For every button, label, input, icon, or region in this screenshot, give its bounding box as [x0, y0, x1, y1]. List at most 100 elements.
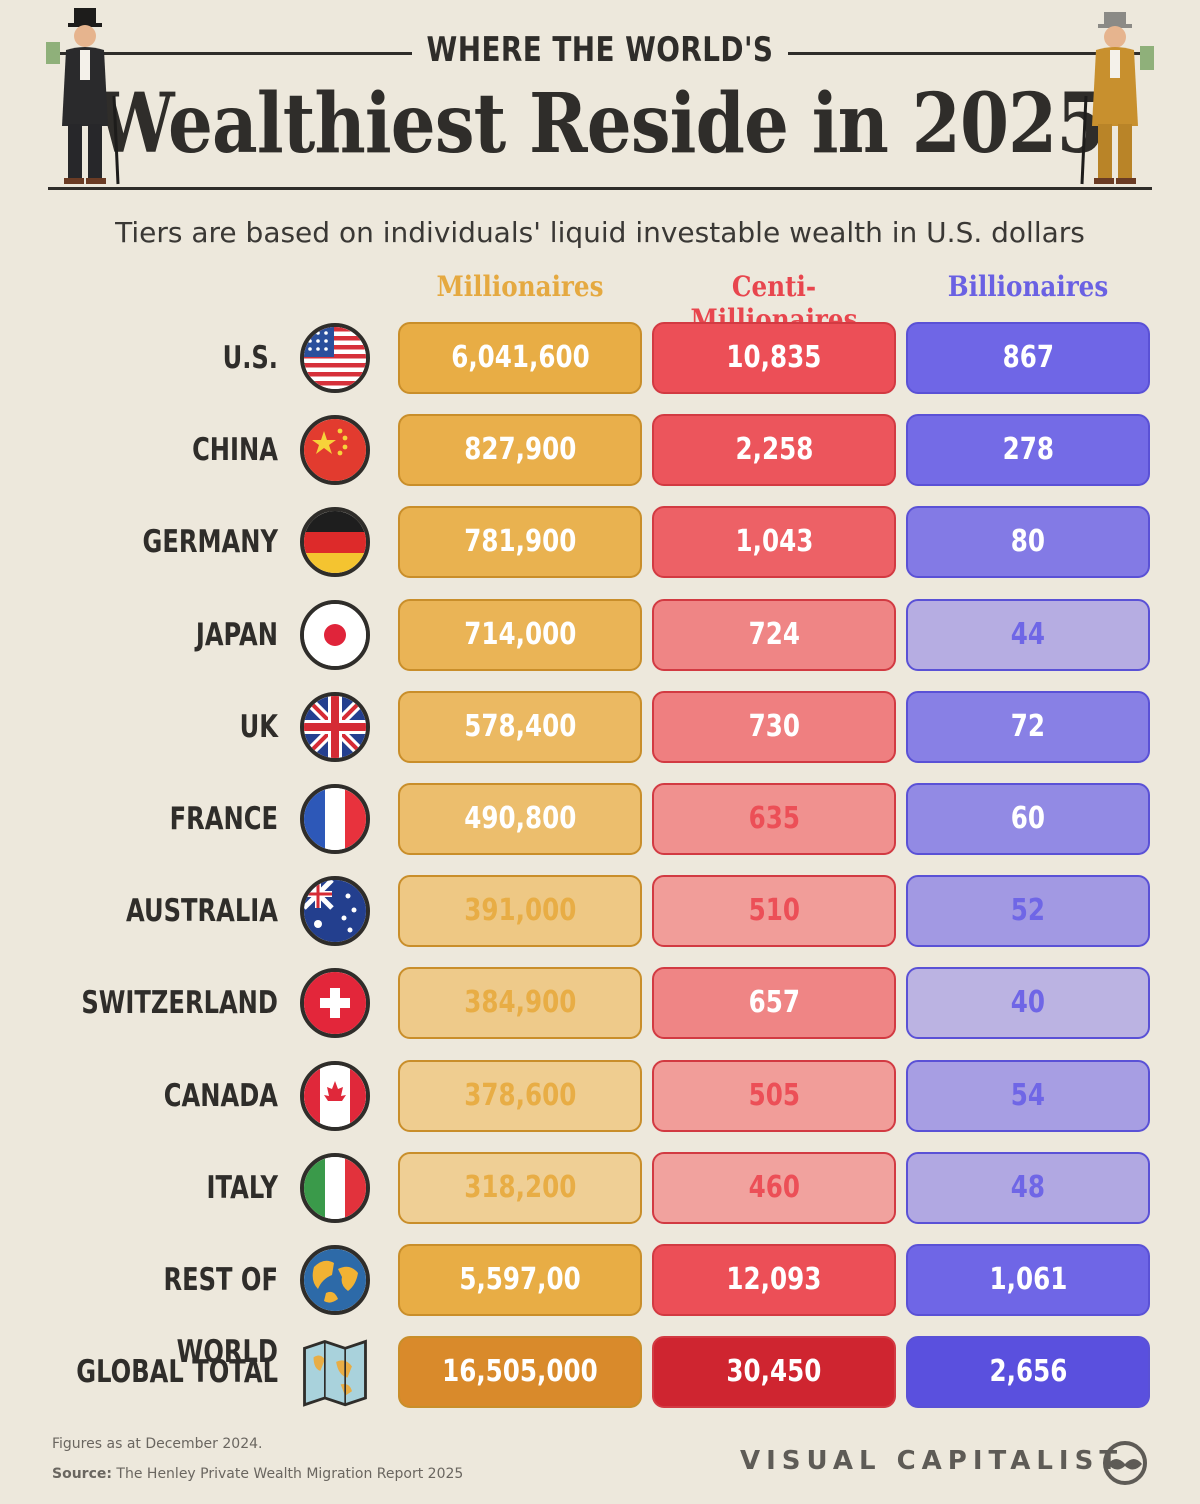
- value-cell-global-total-billionaires: 2,656: [906, 1336, 1150, 1408]
- value-text: 827,900: [463, 432, 577, 467]
- china-flag-icon: [300, 415, 370, 485]
- value-text: 384,900: [463, 985, 577, 1020]
- switzerland-flag-icon: [300, 968, 370, 1038]
- value-cell-france-millionaires: 490,800: [398, 783, 642, 855]
- country-label-japan: JAPAN: [195, 617, 278, 653]
- italy-flag-icon: [300, 1153, 370, 1223]
- value-text: 6,041,600: [450, 340, 590, 375]
- value-cell-japan-billionaires: 44: [906, 599, 1150, 671]
- value-cell-rest-of-world-millionaires: 5,597,00: [398, 1244, 642, 1316]
- value-cell-canada-centi-millionaires: 505: [652, 1060, 896, 1132]
- value-cell-canada-millionaires: 378,600: [398, 1060, 642, 1132]
- source-text: The Henley Private Wealth Migration Repo…: [116, 1466, 464, 1482]
- value-text: 391,000: [463, 893, 577, 928]
- brand-wordmark: VISUAL CAPITALIST: [740, 1446, 1124, 1476]
- footnote: Figures as at December 2024.: [52, 1436, 263, 1452]
- value-cell-australia-centi-millionaires: 510: [652, 875, 896, 947]
- value-cell-italy-millionaires: 318,200: [398, 1152, 642, 1224]
- value-text: 635: [748, 801, 800, 836]
- map-icon: [300, 1337, 370, 1407]
- country-label-china: CHINA: [192, 432, 278, 468]
- value-cell-china-centi-millionaires: 2,258: [652, 414, 896, 486]
- country-label-switzerland: SWITZERLAND: [81, 985, 278, 1021]
- value-cell-switzerland-centi-millionaires: 657: [652, 967, 896, 1039]
- country-label-rest-of-world: REST OF WORLD: [163, 1262, 278, 1370]
- source-line: Source: The Henley Private Wealth Migrat…: [52, 1466, 463, 1482]
- value-text: 578,400: [463, 709, 577, 744]
- value-text: 12,093: [726, 1262, 822, 1297]
- value-cell-uk-billionaires: 72: [906, 691, 1150, 763]
- value-cell-japan-millionaires: 714,000: [398, 599, 642, 671]
- value-text: 657: [748, 985, 800, 1020]
- france-flag-icon: [300, 784, 370, 854]
- country-label-germany: GERMANY: [142, 524, 278, 560]
- value-text: 54: [1010, 1078, 1046, 1113]
- country-label-italy: ITALY: [206, 1170, 278, 1206]
- value-text: 16,505,000: [442, 1354, 598, 1389]
- page-title: Wealthiest Reside in 2025: [95, 76, 1105, 172]
- value-cell-u-s-millionaires: 6,041,600: [398, 322, 642, 394]
- value-cell-france-centi-millionaires: 635: [652, 783, 896, 855]
- value-cell-rest-of-world-centi-millionaires: 12,093: [652, 1244, 896, 1316]
- value-cell-australia-millionaires: 391,000: [398, 875, 642, 947]
- value-cell-italy-centi-millionaires: 460: [652, 1152, 896, 1224]
- value-text: 1,061: [989, 1262, 1067, 1297]
- value-text: 5,597,00: [459, 1262, 581, 1297]
- value-text: 867: [1002, 340, 1054, 375]
- value-cell-switzerland-millionaires: 384,900: [398, 967, 642, 1039]
- value-cell-rest-of-world-billionaires: 1,061: [906, 1244, 1150, 1316]
- value-text: 44: [1010, 617, 1046, 652]
- country-label-australia: AUSTRALIA: [126, 893, 279, 929]
- title-underline: [48, 187, 1152, 190]
- value-text: 730: [748, 709, 800, 744]
- value-cell-germany-centi-millionaires: 1,043: [652, 506, 896, 578]
- country-label-global-total: GLOBAL TOTAL: [76, 1354, 278, 1390]
- subtitle: Tiers are based on individuals' liquid i…: [115, 216, 1085, 249]
- value-text: 318,200: [463, 1170, 577, 1205]
- value-cell-u-s-centi-millionaires: 10,835: [652, 322, 896, 394]
- globe-icon: [300, 1245, 370, 1315]
- australia-flag-icon: [300, 876, 370, 946]
- germany-flag-icon: [300, 507, 370, 577]
- supertitle: WHERE THE WORLD'S: [426, 30, 774, 70]
- value-cell-global-total-millionaires: 16,505,000: [398, 1336, 642, 1408]
- column-header-millionaires: Millionaires: [436, 270, 604, 303]
- value-cell-japan-centi-millionaires: 724: [652, 599, 896, 671]
- country-label-canada: CANADA: [163, 1078, 278, 1114]
- value-text: 2,656: [989, 1354, 1067, 1389]
- value-cell-china-billionaires: 278: [906, 414, 1150, 486]
- value-cell-germany-billionaires: 80: [906, 506, 1150, 578]
- value-cell-france-billionaires: 60: [906, 783, 1150, 855]
- value-text: 80: [1010, 524, 1046, 559]
- value-text: 510: [748, 893, 800, 928]
- value-cell-italy-billionaires: 48: [906, 1152, 1150, 1224]
- value-cell-canada-billionaires: 54: [906, 1060, 1150, 1132]
- value-cell-australia-billionaires: 52: [906, 875, 1150, 947]
- visual-capitalist-logo-icon: [1103, 1441, 1147, 1485]
- value-text: 490,800: [463, 801, 577, 836]
- country-label-u-s: U.S.: [222, 340, 278, 376]
- value-cell-uk-centi-millionaires: 730: [652, 691, 896, 763]
- value-cell-u-s-billionaires: 867: [906, 322, 1150, 394]
- country-label-france: FRANCE: [169, 801, 278, 837]
- value-cell-germany-millionaires: 781,900: [398, 506, 642, 578]
- value-cell-china-millionaires: 827,900: [398, 414, 642, 486]
- wealthy-man-left-icon: [46, 8, 120, 185]
- canada-flag-icon: [300, 1061, 370, 1131]
- title-rule-right: [788, 52, 1150, 55]
- value-text: 72: [1010, 709, 1046, 744]
- value-text: 52: [1010, 893, 1046, 928]
- wealthy-man-right-icon: [1080, 12, 1154, 185]
- value-cell-uk-millionaires: 578,400: [398, 691, 642, 763]
- value-text: 40: [1010, 985, 1046, 1020]
- column-header-billionaires: Billionaires: [947, 270, 1109, 303]
- title-rule-left: [50, 52, 412, 55]
- value-text: 714,000: [463, 617, 577, 652]
- value-text: 278: [1002, 432, 1054, 467]
- value-text: 505: [748, 1078, 800, 1113]
- value-text: 10,835: [726, 340, 822, 375]
- value-text: 60: [1010, 801, 1046, 836]
- value-text: 1,043: [735, 524, 813, 559]
- value-text: 724: [748, 617, 800, 652]
- value-text: 2,258: [735, 432, 813, 467]
